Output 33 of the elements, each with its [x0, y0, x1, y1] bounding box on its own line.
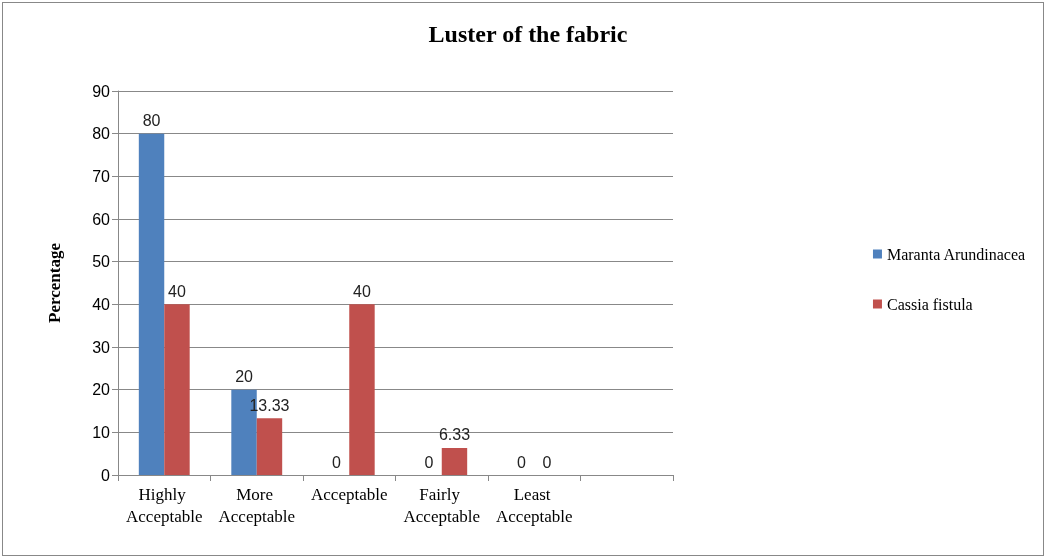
data-label: 40 [168, 282, 186, 300]
x-tick-label: Fairly Acceptable [403, 484, 480, 526]
data-label: 80 [142, 112, 161, 130]
data-label: 40 [353, 282, 371, 300]
y-tick-label: 70 [92, 167, 111, 185]
y-tick-label: 0 [101, 466, 111, 484]
x-tick-label: Least Acceptable [496, 484, 573, 526]
y-tick-label: 90 [92, 82, 111, 100]
y-tick-label: 40 [92, 295, 111, 313]
x-tick-label: Acceptable [311, 484, 388, 504]
y-tick-label: 30 [92, 338, 111, 356]
chart-title: Luster of the fabric [428, 21, 628, 47]
y-axis-title: Percentage [45, 242, 64, 323]
y-tick-label: 60 [92, 210, 111, 228]
y-tick-label: 50 [92, 253, 111, 271]
bar [441, 447, 468, 475]
y-tick-label: 10 [92, 423, 111, 441]
bar [138, 133, 165, 475]
legend-label: Maranta Arundinacea [886, 245, 1026, 263]
x-tick-label: More Acceptable [218, 484, 295, 526]
x-tick-label: Highly Acceptable [126, 484, 203, 526]
y-tick-label: 80 [92, 125, 111, 143]
bar [256, 418, 283, 475]
legend-label: Cassia fistula [886, 295, 973, 313]
bar [164, 304, 190, 475]
data-label: 0 [424, 453, 434, 471]
data-label: 0 [517, 453, 527, 471]
data-label: 0 [542, 453, 552, 471]
data-label: 6.33 [438, 426, 471, 444]
data-label: 0 [332, 453, 342, 471]
bar [349, 304, 375, 475]
data-label: 20 [235, 368, 254, 386]
y-tick-label: 20 [92, 381, 111, 399]
